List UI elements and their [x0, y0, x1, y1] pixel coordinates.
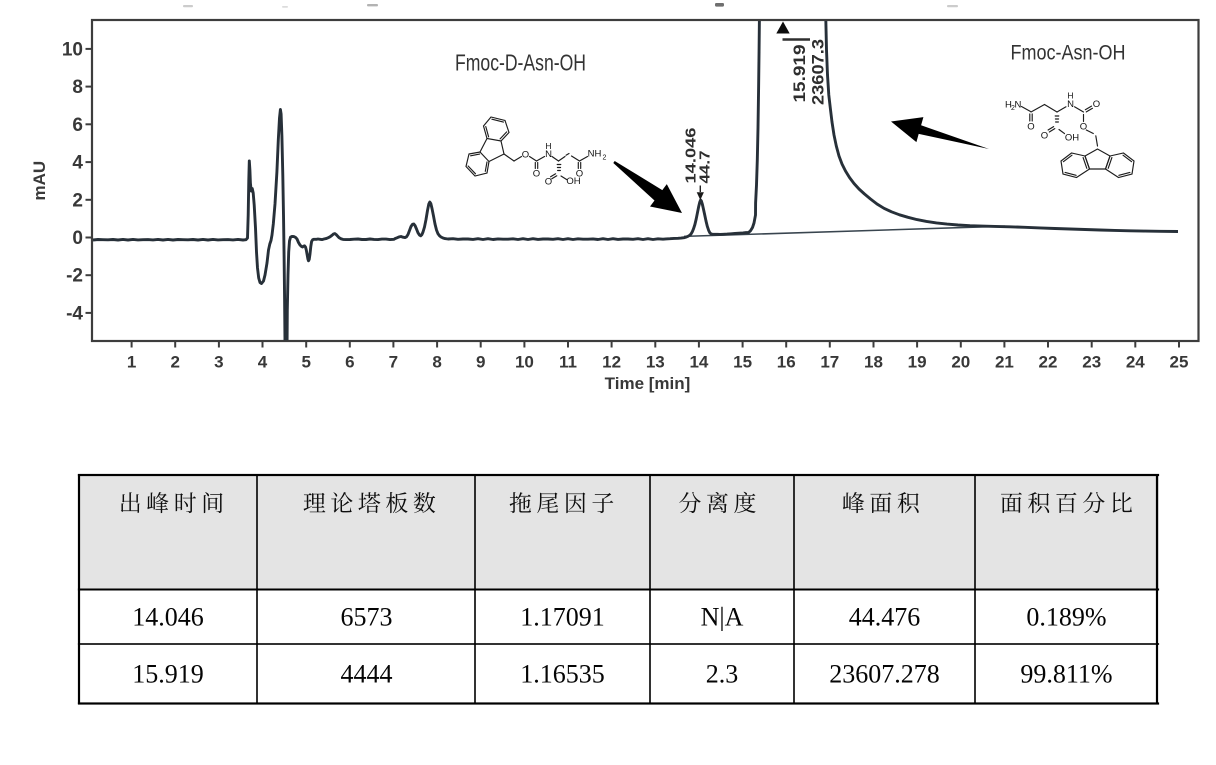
svg-text:21: 21 [995, 353, 1014, 372]
svg-text:OH: OH [566, 176, 580, 187]
svg-text:14.046: 14.046 [683, 128, 700, 184]
svg-text:6: 6 [345, 353, 354, 372]
svg-text:8: 8 [72, 77, 83, 98]
svg-text:23: 23 [1082, 353, 1101, 372]
svg-text:6: 6 [72, 115, 83, 136]
svg-text:25: 25 [1170, 353, 1189, 372]
svg-text:10: 10 [62, 39, 83, 60]
svg-text:2: 2 [1011, 105, 1015, 112]
svg-text:N: N [1067, 99, 1074, 110]
svg-text:23607.278: 23607.278 [829, 660, 940, 689]
svg-text:6573: 6573 [341, 602, 393, 631]
svg-text:44.7: 44.7 [697, 151, 714, 184]
svg-text:14: 14 [689, 353, 708, 372]
svg-text:O: O [1027, 122, 1034, 133]
svg-text:99.811%: 99.811% [1020, 660, 1112, 689]
svg-text:12: 12 [602, 353, 621, 372]
svg-text:OH: OH [1065, 133, 1079, 144]
svg-text:44.476: 44.476 [849, 602, 921, 631]
svg-text:18: 18 [864, 353, 883, 372]
svg-text:22: 22 [1039, 353, 1058, 372]
svg-text:9: 9 [476, 353, 485, 372]
svg-text:3: 3 [214, 353, 223, 372]
svg-text:1: 1 [127, 353, 136, 372]
svg-text:4: 4 [72, 153, 83, 174]
svg-text:O: O [1080, 122, 1087, 133]
svg-text:2: 2 [170, 353, 179, 372]
svg-text:Time [min]: Time [min] [605, 374, 691, 393]
svg-text:0.189%: 0.189% [1026, 602, 1106, 631]
svg-text:10: 10 [515, 353, 534, 372]
svg-text:20: 20 [951, 353, 970, 372]
svg-text:mAU: mAU [30, 161, 49, 201]
svg-text:H: H [1067, 91, 1073, 101]
svg-text:Fmoc-Asn-OH: Fmoc-Asn-OH [1011, 42, 1126, 65]
svg-text:2: 2 [603, 155, 607, 162]
svg-text:23607.3: 23607.3 [809, 39, 828, 105]
svg-text:O: O [1093, 99, 1100, 110]
svg-text:14.046: 14.046 [132, 602, 204, 631]
svg-text:H: H [545, 141, 551, 151]
svg-text:5: 5 [301, 353, 310, 372]
svg-text:11: 11 [559, 353, 577, 372]
svg-text:1.17091: 1.17091 [520, 602, 605, 631]
svg-text:24: 24 [1126, 353, 1145, 372]
svg-text:-4: -4 [66, 303, 83, 324]
svg-text:13: 13 [646, 353, 665, 372]
svg-text:N|A: N|A [701, 602, 744, 631]
svg-text:-2: -2 [66, 266, 83, 287]
svg-text:0: 0 [72, 228, 83, 249]
svg-text:O: O [522, 150, 529, 161]
svg-text:Fmoc-D-Asn-OH: Fmoc-D-Asn-OH [455, 50, 586, 76]
svg-text:1.16535: 1.16535 [520, 660, 605, 689]
svg-text:2: 2 [72, 190, 83, 211]
svg-text:N: N [545, 149, 552, 160]
svg-text:O: O [1041, 131, 1048, 142]
svg-text:19: 19 [908, 353, 927, 372]
svg-text:15: 15 [733, 353, 752, 372]
svg-text:O: O [533, 169, 540, 180]
svg-text:17: 17 [820, 353, 839, 372]
svg-text:8: 8 [432, 353, 441, 372]
svg-text:O: O [576, 169, 583, 180]
svg-text:O: O [545, 177, 552, 188]
svg-text:7: 7 [389, 353, 398, 372]
svg-text:N: N [1015, 100, 1022, 111]
svg-text:16: 16 [777, 353, 796, 372]
svg-text:NH: NH [588, 149, 602, 160]
svg-text:4444: 4444 [341, 660, 393, 689]
svg-text:15.919: 15.919 [790, 45, 809, 103]
svg-text:H: H [1005, 100, 1012, 111]
svg-text:15.919: 15.919 [132, 660, 204, 689]
svg-text:2.3: 2.3 [706, 660, 739, 689]
svg-text:4: 4 [258, 353, 268, 372]
